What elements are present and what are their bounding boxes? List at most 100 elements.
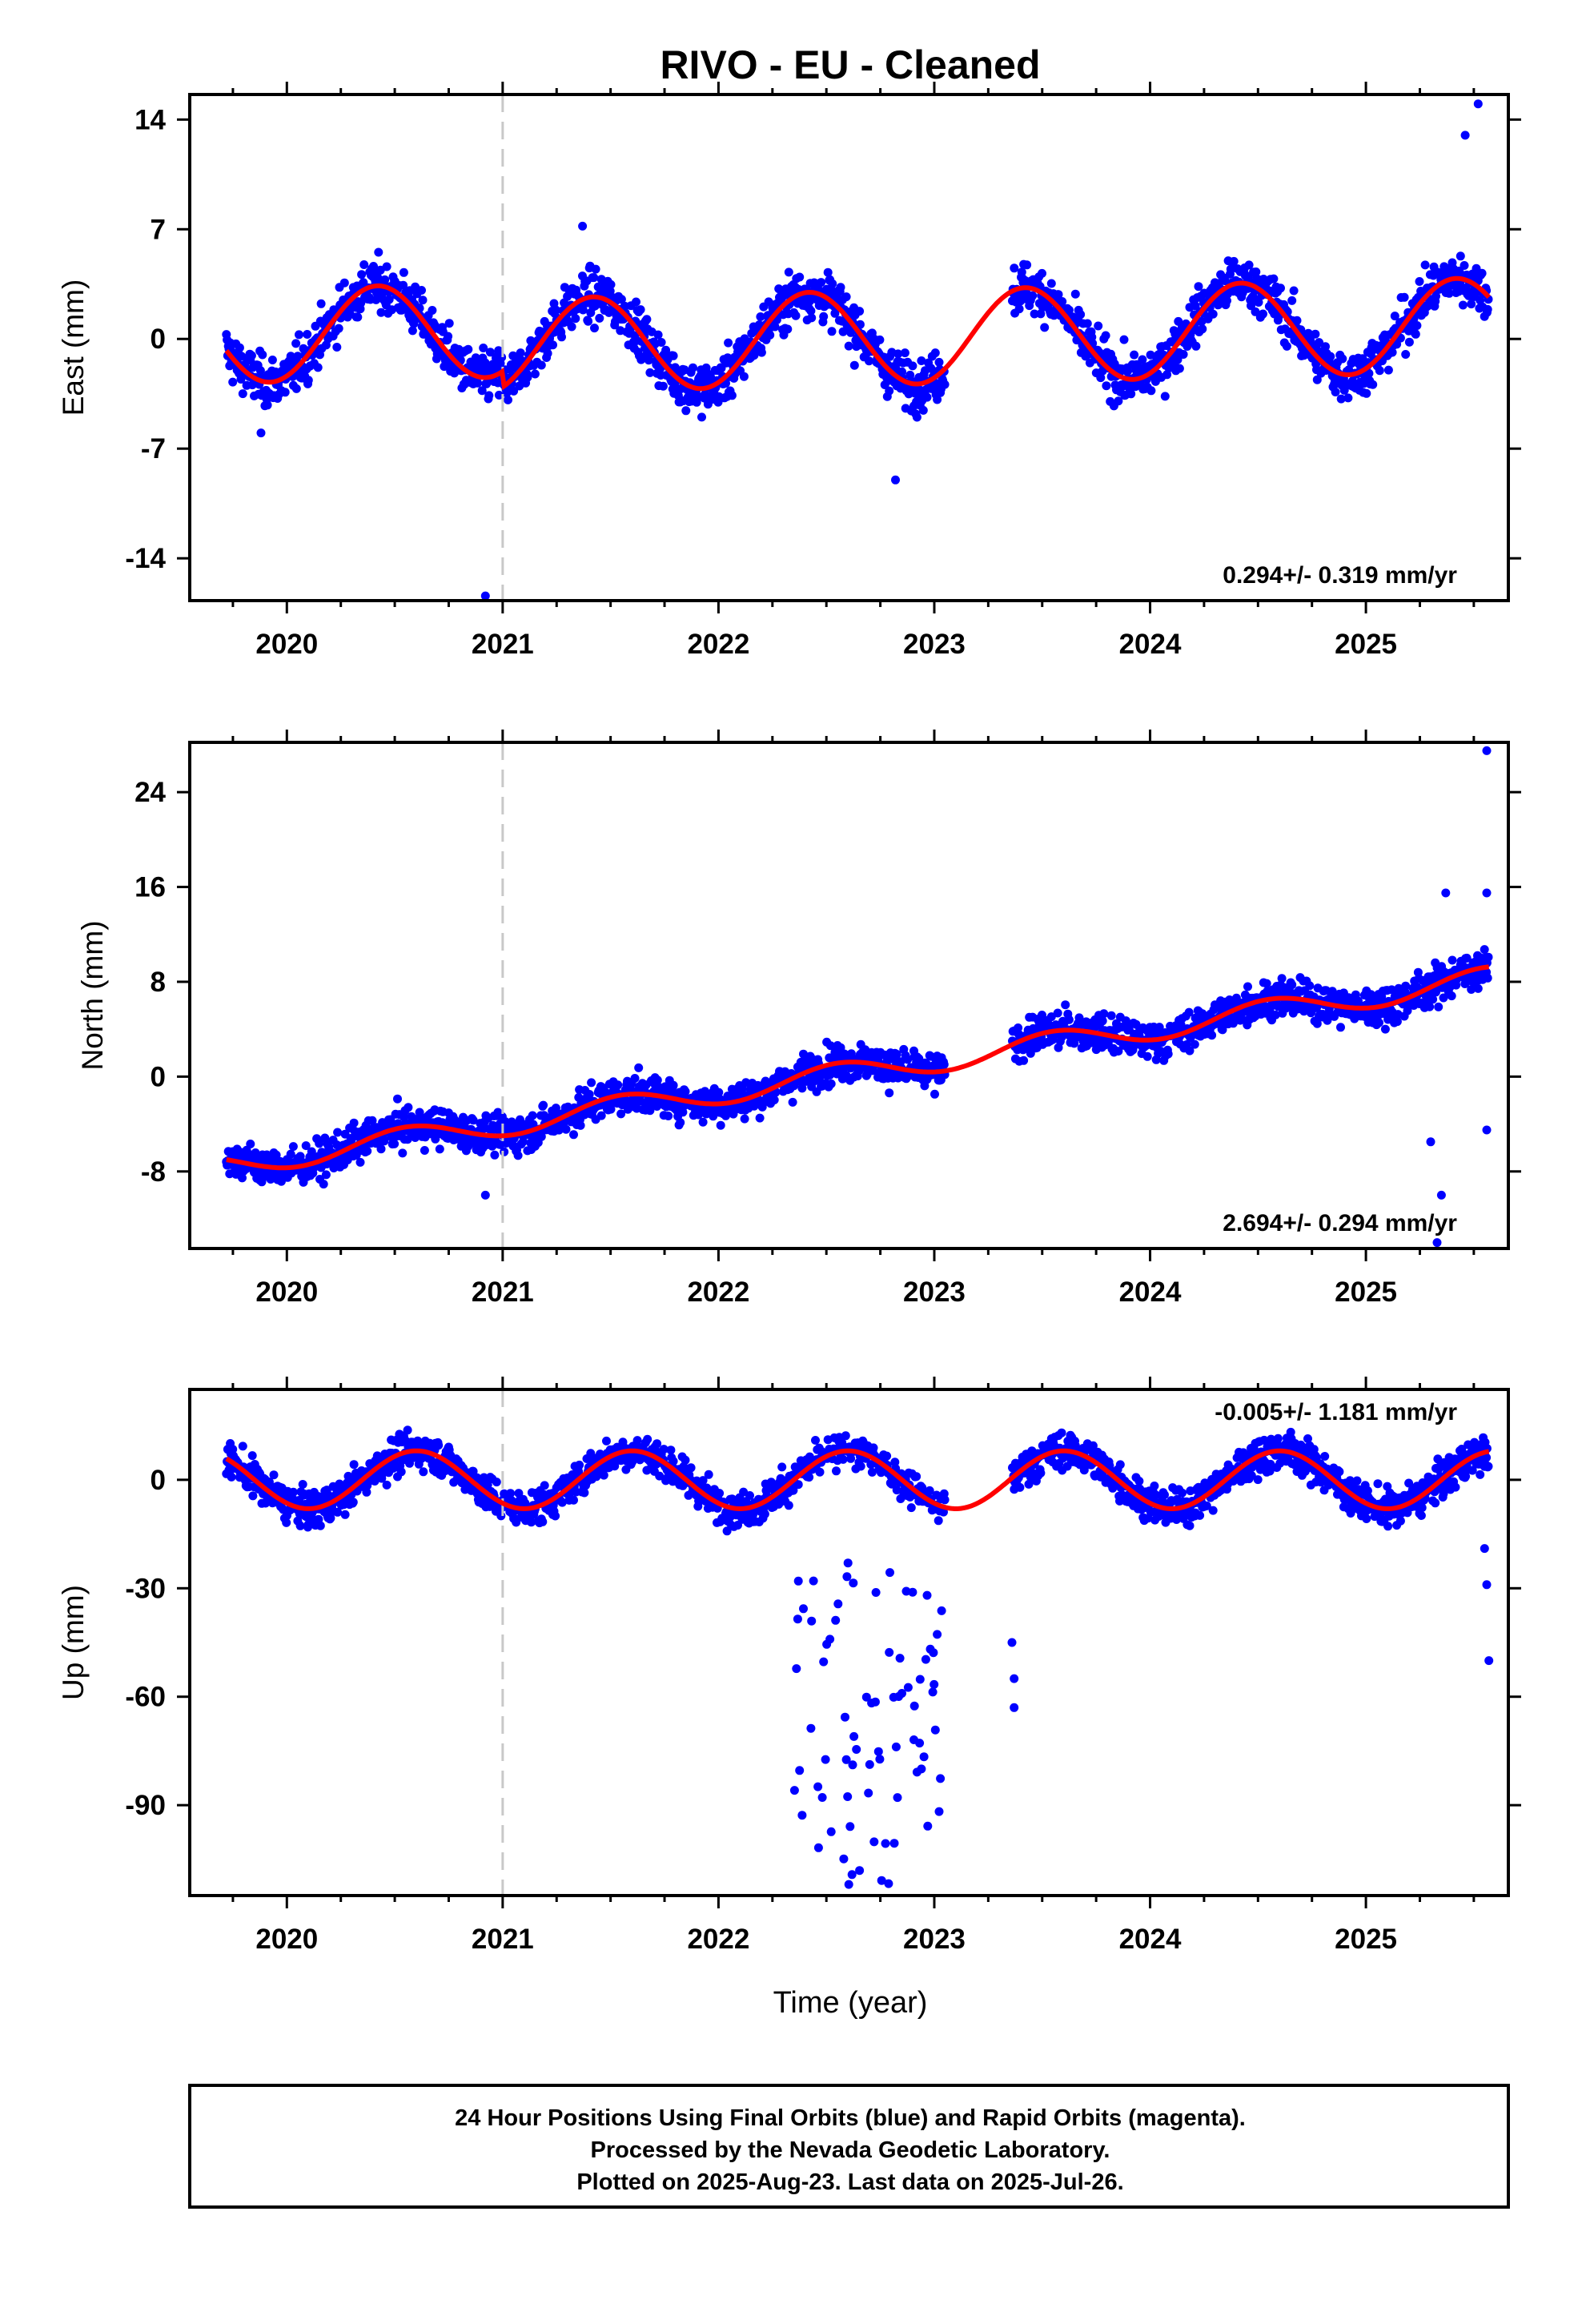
east-x-tick-label: 2025 [1335,629,1397,660]
north-data-point [561,1124,571,1134]
east-data-point [494,390,504,400]
east-data-point [1096,373,1106,383]
east-data-point [828,279,837,288]
north-x-tick-label: 2025 [1335,1277,1397,1308]
east-data-point [1146,386,1156,396]
north-y-tick-label: 8 [151,967,166,998]
up-data-point [652,1439,662,1449]
east-data-point [357,270,367,279]
east-data-point [1064,305,1074,315]
east-data-point [584,316,593,326]
up-data-point [506,1489,516,1498]
east-x-tick-label: 2024 [1119,629,1182,660]
east-outlier-point [891,475,900,485]
up-data-point [855,1866,865,1876]
east-data-point [844,341,853,351]
east-data-point [1126,389,1136,399]
east-data-point [494,346,504,356]
east-data-point [1404,337,1414,347]
up-data-point [848,1760,857,1770]
up-data-point [298,1480,307,1489]
up-data-point [795,1766,805,1775]
north-outlier-point [1482,746,1492,755]
east-data-point [444,319,454,328]
east-data-point [1094,321,1103,331]
up-data-point [419,1467,428,1477]
up-data-point [799,1604,808,1614]
east-data-point [1336,394,1346,404]
north-data-point [1243,982,1252,991]
up-data-point [849,1578,858,1588]
east-data-point [1364,368,1374,378]
north-y-axis-label: North (mm) [76,920,109,1070]
east-data-point [303,376,313,385]
up-data-point [815,1467,825,1477]
north-data-point [393,1094,402,1104]
east-data-point [237,352,247,361]
up-data-point [845,1822,855,1831]
up-data-point [704,1470,713,1479]
east-data-point [551,305,560,315]
east-data-point [353,312,363,322]
east-data-point [1251,267,1261,276]
east-data-point [1123,366,1133,376]
north-data-point [698,1117,708,1127]
east-data-point [841,292,851,302]
east-data-point [523,372,532,382]
up-data-point [403,1425,412,1435]
north-data-point [349,1118,359,1128]
up-data-point [847,1870,857,1880]
north-data-point [669,1080,678,1090]
east-data-point [1070,289,1080,299]
up-data-point [434,1441,444,1450]
north-x-tick-label: 2023 [903,1277,966,1308]
east-data-point [578,305,588,315]
north-data-point [1106,1011,1116,1020]
north-x-tick-label: 2020 [255,1277,318,1308]
east-data-point [855,320,865,329]
east-data-point [557,332,566,342]
north-data-point [755,1113,765,1123]
east-data-point [885,386,894,396]
east-data-point [1174,364,1184,373]
east-data-point [548,340,557,350]
north-data-point [1142,1051,1152,1061]
north-rate-label: 2.694+/- 0.294 mm/yr [1223,1210,1457,1236]
east-data-point [1383,365,1393,375]
north-data-point [363,1146,372,1156]
east-data-point [930,348,940,358]
up-data-point [839,1854,849,1864]
north-data-point [1484,952,1493,962]
east-data-point [267,356,277,364]
up-data-point [295,1521,305,1530]
north-data-point [379,1136,389,1146]
east-data-point [1315,338,1324,348]
east-data-point [1312,375,1322,384]
north-data-point [376,1144,386,1154]
east-data-point [1401,350,1411,359]
north-data-point [569,1130,578,1140]
east-data-point [1276,283,1285,293]
east-data-point [756,312,765,321]
east-data-point [313,363,323,372]
up-data-point [227,1472,236,1482]
up-data-point [843,1792,853,1801]
up-data-point [838,1454,848,1464]
east-data-point [1046,279,1056,288]
up-data-point [841,1712,849,1722]
east-data-point [418,296,428,305]
east-data-point [1387,348,1397,357]
east-data-point [444,332,453,341]
east-data-point [589,273,599,283]
north-outlier-point [480,1190,490,1200]
north-data-point [1447,991,1456,1001]
up-data-point [849,1731,859,1741]
up-data-point [777,1462,787,1472]
east-data-point [1287,296,1297,305]
east-y-tick-label: -7 [141,433,166,464]
east-data-point [697,412,706,422]
east-data-point [912,412,921,422]
east-data-point [359,260,369,269]
east-data-point [1146,350,1155,360]
